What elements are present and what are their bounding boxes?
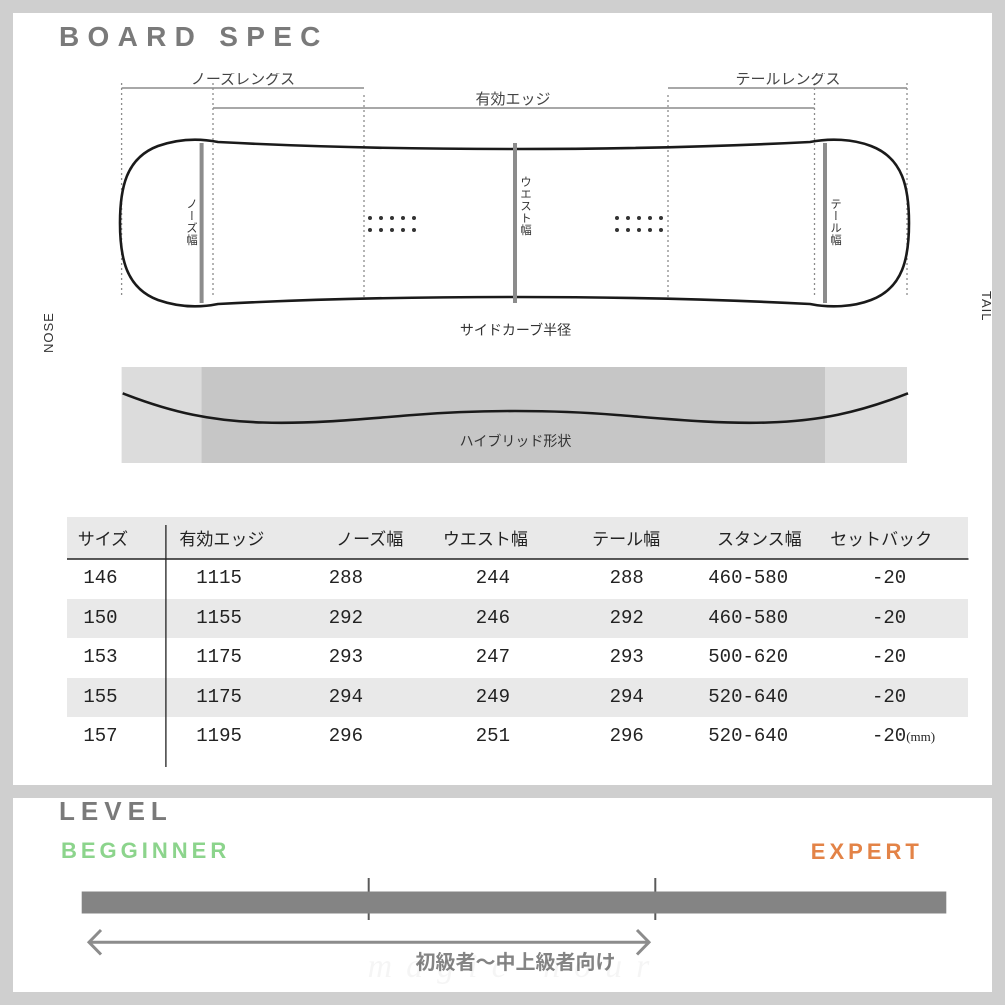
svg-text:ノーズレングス: ノーズレングス bbox=[191, 73, 295, 89]
svg-text:テールレングス: テールレングス bbox=[735, 73, 840, 89]
svg-text:有効エッジ: 有効エッジ bbox=[475, 88, 550, 109]
